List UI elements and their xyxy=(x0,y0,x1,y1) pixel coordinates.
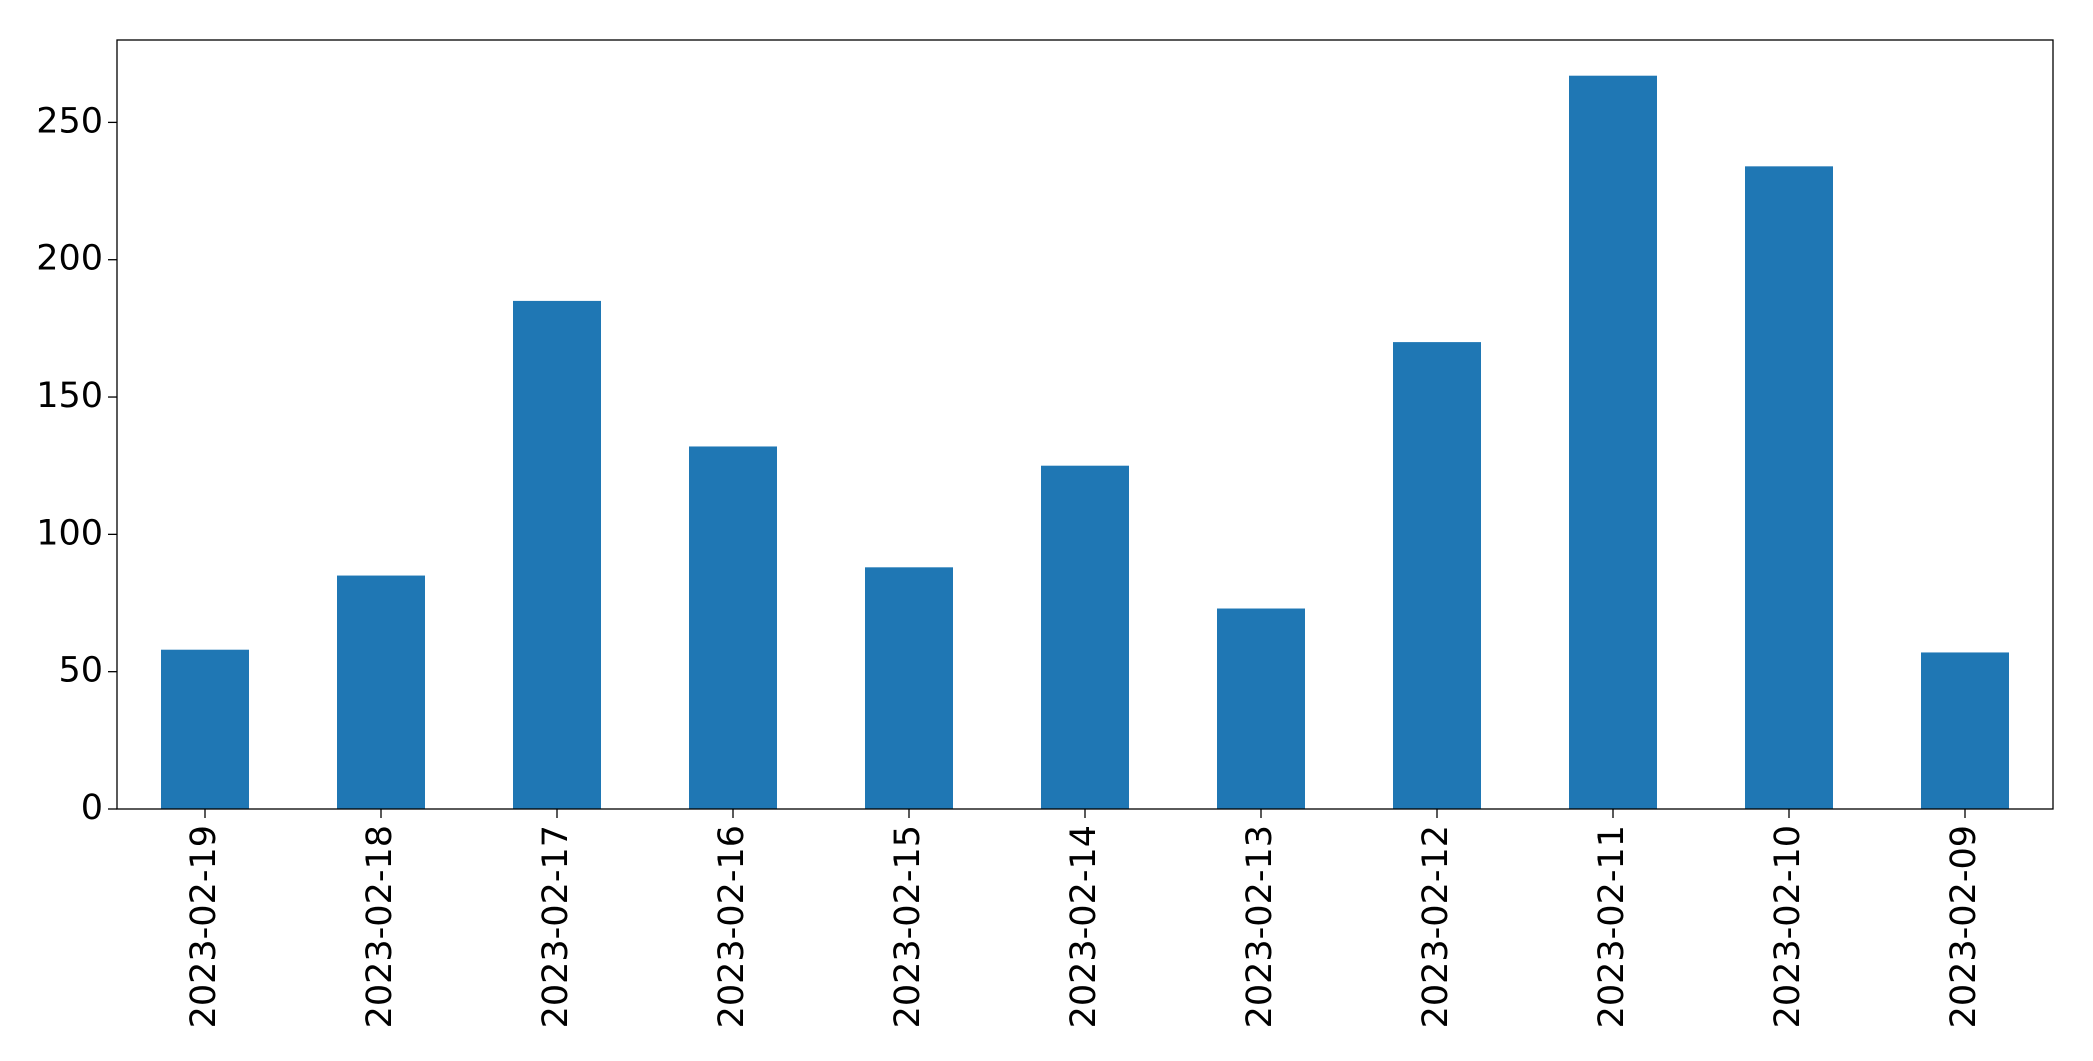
x-tick-label: 2023-02-15 xyxy=(888,825,928,1028)
bar xyxy=(1041,465,1129,809)
x-tick-label: 2023-02-09 xyxy=(1944,825,1984,1028)
bar xyxy=(337,575,425,809)
bar xyxy=(1745,166,1833,810)
x-tick-label: 2023-02-12 xyxy=(1416,825,1456,1028)
bar xyxy=(513,300,601,809)
x-tick-label: 2023-02-18 xyxy=(360,825,400,1028)
bar xyxy=(1921,652,2009,809)
plot-frame xyxy=(116,39,2054,810)
y-tick-label: 150 xyxy=(36,376,103,416)
y-tick-label: 50 xyxy=(58,651,103,691)
x-tick-label: 2023-02-11 xyxy=(1592,825,1632,1028)
x-tick-label: 2023-02-17 xyxy=(536,825,576,1028)
y-tick-label: 200 xyxy=(36,239,103,279)
bar xyxy=(1217,608,1305,809)
x-tick-label: 2023-02-13 xyxy=(1240,825,1280,1028)
bar xyxy=(1393,342,1481,809)
bar xyxy=(689,446,777,809)
bar xyxy=(1569,75,1657,810)
bar xyxy=(865,567,953,809)
x-tick-label: 2023-02-14 xyxy=(1064,825,1104,1028)
y-tick-label: 0 xyxy=(81,788,103,828)
x-tick-label: 2023-02-16 xyxy=(712,825,752,1028)
x-tick-label: 2023-02-10 xyxy=(1768,825,1808,1028)
y-tick-label: 250 xyxy=(36,101,103,141)
y-tick-label: 100 xyxy=(36,513,103,553)
bar xyxy=(161,649,249,809)
x-tick-label: 2023-02-19 xyxy=(184,825,224,1028)
